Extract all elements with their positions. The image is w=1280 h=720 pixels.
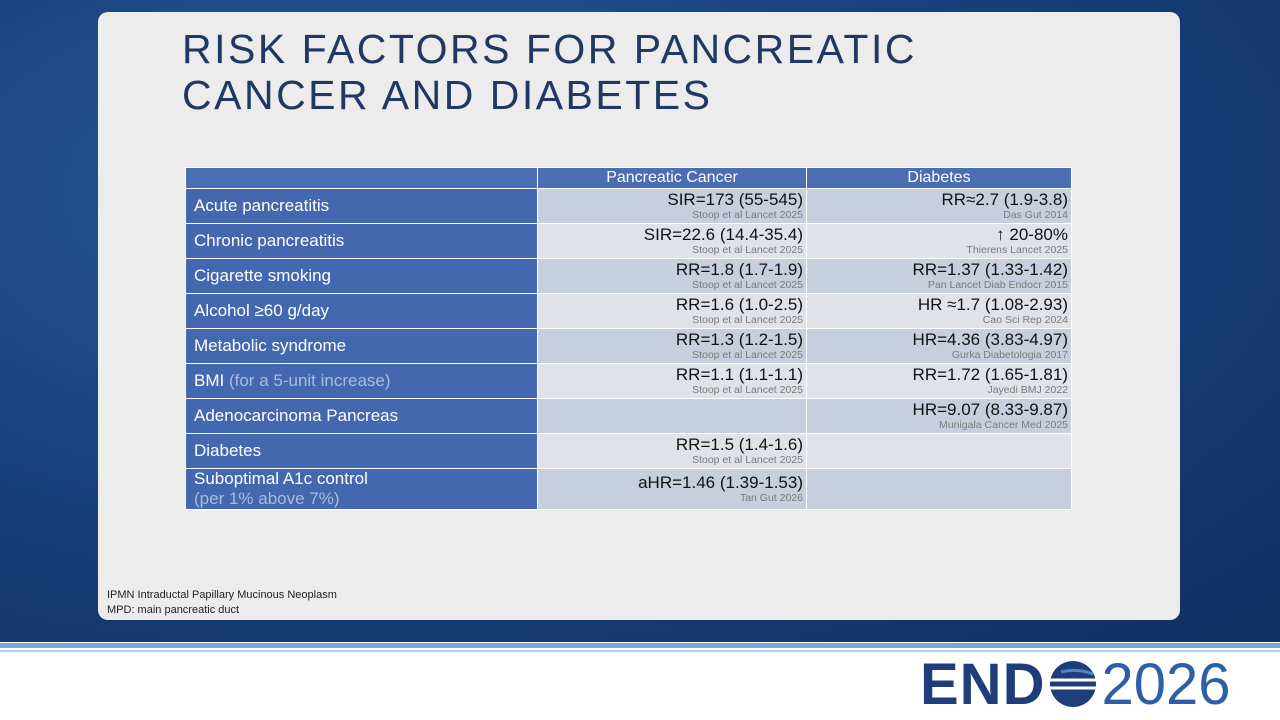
value: RR=1.6 (1.0-2.5) <box>675 295 803 314</box>
footnote: IPMN Intraductal Papillary Mucinous Neop… <box>107 589 337 601</box>
logo-text: 2026 <box>1101 651 1231 717</box>
source: Stoop et al Lancet 2025 <box>692 279 803 291</box>
source: Tan Gut 2026 <box>739 492 803 504</box>
value: ↑ 20-80% <box>996 225 1068 244</box>
source: Stoop et al Lancet 2025 <box>692 209 803 221</box>
value: RR=1.37 (1.33-1.42) <box>912 260 1068 279</box>
row-label-cell: Diabetes <box>185 433 538 469</box>
table-row: Alcohol ≥60 g/day RR=1.6 (1.0-2.5) Stoop e… <box>185 293 1072 329</box>
value: SIR=173 (55-545) <box>667 190 803 209</box>
title-line: RISK FACTORS FOR PANCREATIC <box>182 26 917 72</box>
footnote: MPD: main pancreatic duct <box>107 604 240 616</box>
value: aHR=1.46 (1.39-1.53) <box>638 473 803 492</box>
slide-title: RISK FACTORS FOR PANCREATIC CANCER AND D… <box>182 26 917 118</box>
value: SIR=22.6 (14.4-35.4) <box>643 225 803 244</box>
table-row: Suboptimal A1c control (per 1% above 7%) a… <box>185 468 1072 510</box>
value: HR=4.36 (3.83-4.97) <box>912 330 1068 349</box>
table-row: Adenocarcinoma Pancreas HR=9.07 (8.33-9.8… <box>185 398 1072 434</box>
row-label-cell: BMI (for a 5-unit increase) <box>185 363 538 399</box>
value-cell: RR=1.5 (1.4-1.6) Stoop et al Lancet 2025 <box>537 433 807 469</box>
value-cell: RR=1.72 (1.65-1.81) Jayedi BMJ 2022 <box>806 363 1072 399</box>
source: Pan Lancet Diab Endocr 2015 <box>927 279 1068 291</box>
source: Stoop et al Lancet 2025 <box>692 244 803 256</box>
row-label: Suboptimal A1c control <box>194 469 368 488</box>
value: RR=1.1 (1.1-1.1) <box>675 365 803 384</box>
source: Gurka Diabetologia 2017 <box>951 349 1068 361</box>
footnotes: IPMN Intraductal Papillary Mucinous Neop… <box>107 588 337 618</box>
value: RR≈2.7 (1.9-3.8) <box>941 190 1069 209</box>
source: Munigala Cancer Med 2025 <box>939 419 1068 431</box>
source: Jayedi BMJ 2022 <box>987 384 1068 396</box>
value: HR=9.07 (8.33-9.87) <box>912 400 1068 419</box>
row-label: Chronic pancreatitis <box>194 231 345 250</box>
value-cell: RR=1.1 (1.1-1.1) Stoop et al Lancet 2025 <box>537 363 807 399</box>
value-cell <box>806 433 1072 469</box>
header-row: Pancreatic Cancer Diabetes <box>185 167 1072 189</box>
header-cell: Diabetes <box>806 167 1072 189</box>
table-row: Metabolic syndrome RR=1.3 (1.2-1.5) Stoop … <box>185 328 1072 364</box>
value-cell: SIR=173 (55-545) Stoop et al Lancet 2025 <box>537 188 807 224</box>
row-label: Metabolic syndrome <box>194 336 347 355</box>
value-cell: RR=1.8 (1.7-1.9) Stoop et al Lancet 2025 <box>537 258 807 294</box>
row-label: Diabetes <box>194 441 262 460</box>
value: HR ≈1.7 (1.08-2.93) <box>917 295 1068 314</box>
row-label: Acute pancreatitis <box>194 196 330 215</box>
value-cell: HR ≈1.7 (1.08-2.93) Cao Sci Rep 2024 <box>806 293 1072 329</box>
value-cell: RR≈2.7 (1.9-3.8) Das Gut 2014 <box>806 188 1072 224</box>
row-label-cell: Adenocarcinoma Pancreas <box>185 398 538 434</box>
row-note: (per 1% above 7%) <box>194 489 340 508</box>
table-row: Chronic pancreatitis SIR=22.6 (14.4-35.4)… <box>185 223 1072 259</box>
row-label: Adenocarcinoma Pancreas <box>194 406 399 425</box>
source: Cao Sci Rep 2024 <box>982 314 1068 326</box>
value: RR=1.3 (1.2-1.5) <box>675 330 803 349</box>
source: Stoop et al Lancet 2025 <box>692 384 803 396</box>
row-label-cell: Chronic pancreatitis <box>185 223 538 259</box>
value-cell: HR=9.07 (8.33-9.87) Munigala Cancer Med 2… <box>806 398 1072 434</box>
table-row: Acute pancreatitis SIR=173 (55-545) Stoop … <box>185 188 1072 224</box>
source: Thierens Lancet 2025 <box>966 244 1068 256</box>
source: Das Gut 2014 <box>1003 209 1068 221</box>
table-body: Acute pancreatitis SIR=173 (55-545) Stoop … <box>185 188 1072 510</box>
logo-text: END <box>920 651 1046 717</box>
row-label-cell: Suboptimal A1c control (per 1% above 7%) <box>185 468 538 510</box>
value: RR=1.8 (1.7-1.9) <box>675 260 803 279</box>
value-cell: aHR=1.46 (1.39-1.53) Tan Gut 2026 <box>537 468 807 510</box>
header-cell: Pancreatic Cancer <box>537 167 807 189</box>
table-row: Diabetes RR=1.5 (1.4-1.6) Stoop et al Lanc… <box>185 433 1072 469</box>
value-cell: RR=1.37 (1.33-1.42) Pan Lancet Diab Endoc… <box>806 258 1072 294</box>
row-label: Alcohol ≥60 g/day <box>194 301 330 320</box>
row-label: Cigarette smoking <box>194 266 332 285</box>
row-label-cell: Acute pancreatitis <box>185 188 538 224</box>
value-cell: SIR=22.6 (14.4-35.4) Stoop et al Lancet 2… <box>537 223 807 259</box>
value-cell <box>806 468 1072 510</box>
row-label: BMI <box>194 371 225 390</box>
row-note: (for a 5-unit increase) <box>228 371 391 390</box>
stripe <box>0 650 1280 652</box>
table-row: Cigarette smoking RR=1.8 (1.7-1.9) Stoop e… <box>185 258 1072 294</box>
value: RR=1.5 (1.4-1.6) <box>675 435 803 454</box>
value-cell <box>537 398 807 434</box>
row-label-cell: Alcohol ≥60 g/day <box>185 293 538 329</box>
source: Stoop et al Lancet 2025 <box>692 454 803 466</box>
stripe <box>0 643 1280 648</box>
value: RR=1.72 (1.65-1.81) <box>912 365 1068 384</box>
header-cell <box>185 167 538 189</box>
title-line: CANCER AND DIABETES <box>182 72 713 118</box>
table-row: BMI (for a 5-unit increase) RR=1.1 (1.1-1… <box>185 363 1072 399</box>
source: Stoop et al Lancet 2025 <box>692 349 803 361</box>
risk-table: Pancreatic Cancer Diabetes Acute pancrea… <box>185 167 1072 510</box>
value-cell: RR=1.6 (1.0-2.5) Stoop et al Lancet 2025 <box>537 293 807 329</box>
value-cell: HR=4.36 (3.83-4.97) Gurka Diabetologia 20… <box>806 328 1072 364</box>
value-cell: RR=1.3 (1.2-1.5) Stoop et al Lancet 2025 <box>537 328 807 364</box>
logo: END 2026 <box>920 652 1231 717</box>
value-cell: ↑ 20-80% Thierens Lancet 2025 <box>806 223 1072 259</box>
row-label-cell: Metabolic syndrome <box>185 328 538 364</box>
row-label-cell: Cigarette smoking <box>185 258 538 294</box>
logo-globe <box>1050 661 1097 707</box>
source: Stoop et al Lancet 2025 <box>692 314 803 326</box>
